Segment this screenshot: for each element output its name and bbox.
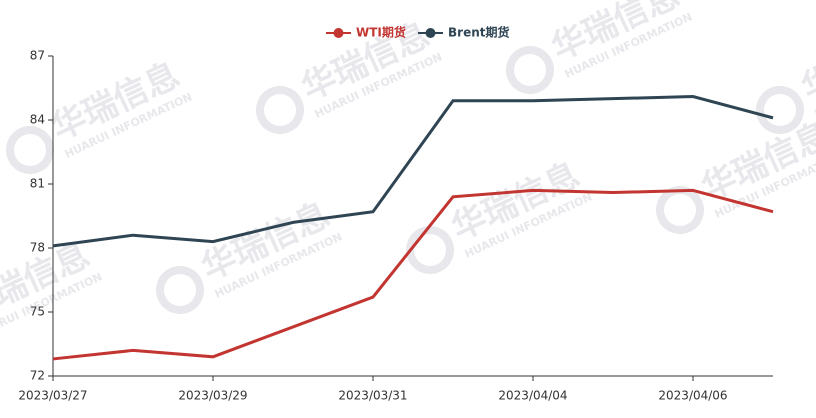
legend-marker	[333, 28, 344, 38]
watermark-logo	[406, 226, 454, 274]
x-tick-label: 2023/03/29	[178, 389, 247, 403]
y-tick-label: 72	[30, 369, 45, 383]
x-tick-label: 2023/04/06	[658, 389, 727, 403]
legend-marker	[425, 28, 436, 38]
y-tick-label: 78	[30, 241, 45, 255]
watermark-logo	[756, 86, 804, 134]
watermark-logo	[506, 46, 554, 94]
y-tick-label: 75	[30, 305, 45, 319]
watermark-title: 华瑞信息	[796, 15, 816, 109]
watermark-logo	[156, 266, 204, 314]
legend-label: WTI期货	[356, 25, 406, 40]
watermark-logo	[256, 86, 304, 134]
x-tick-label: 2023/04/04	[498, 389, 567, 403]
watermark-logo	[6, 126, 54, 174]
y-tick-label: 87	[30, 49, 45, 63]
series-line	[52, 188, 774, 361]
legend-label: Brent期货	[448, 25, 509, 40]
y-tick-label: 84	[30, 113, 45, 127]
x-tick-label: 2023/03/31	[338, 389, 407, 403]
series-line	[52, 95, 774, 248]
x-tick-label: 2023/03/27	[18, 389, 87, 403]
y-tick-label: 81	[30, 177, 45, 191]
